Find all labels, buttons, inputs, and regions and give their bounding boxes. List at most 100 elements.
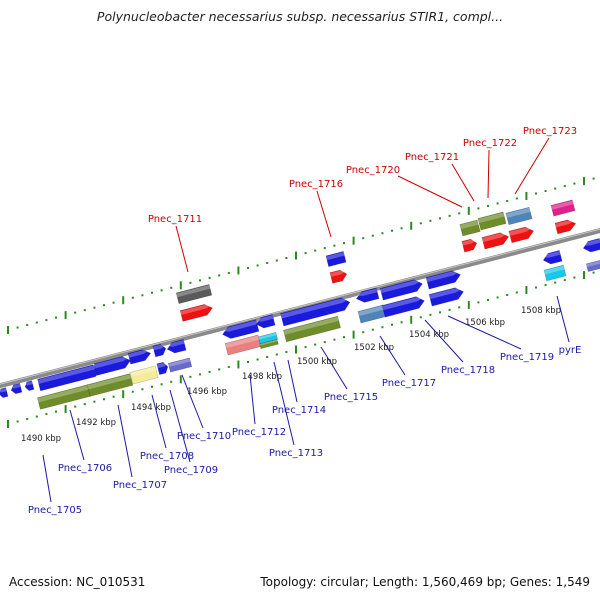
- gene-reverse: [0, 387, 9, 398]
- lower-track-dot: [429, 313, 432, 316]
- lower-track-dot: [419, 316, 422, 319]
- lower-track-dot: [170, 380, 173, 383]
- upper-track-dot: [515, 197, 518, 200]
- gene-label-pnec-1723: Pnec_1723: [523, 126, 577, 137]
- gene-block-shine: [225, 335, 260, 349]
- lower-track-dot: [343, 336, 345, 339]
- gene-block-shine: [283, 316, 339, 335]
- upper-track-dot: [170, 286, 173, 289]
- lower-track-dot: [400, 321, 403, 324]
- gene-block: [543, 264, 567, 282]
- callout-pnec-1715: [320, 346, 348, 390]
- gene-features: [0, 199, 600, 410]
- upper-track-dot: [429, 219, 432, 222]
- gene-reverse-shine: [582, 238, 600, 246]
- lower-track-dot: [35, 415, 38, 418]
- lower-track-dot: [227, 365, 230, 368]
- coord-label-1496: 1496 kbp: [187, 387, 227, 397]
- genome-summary-text: Topology: circular; Length: 1,560,469 bp…: [260, 575, 590, 589]
- gene-reverse-shine: [166, 339, 185, 347]
- upper-track-dot: [247, 266, 249, 269]
- coord-label-1498: 1498 kbp: [242, 372, 282, 382]
- upper-track-dot: [592, 177, 595, 180]
- lower-track-dot: [26, 418, 29, 421]
- gene-label-pnec-1721: Pnec_1721: [405, 152, 459, 163]
- upper-track-dot: [314, 249, 317, 252]
- gene-label-pnec-1718: Pnec_1718: [441, 365, 495, 376]
- upper-track-dot: [83, 309, 86, 312]
- lower-track-dot: [362, 331, 365, 334]
- upper-track-dot: [103, 304, 105, 307]
- coord-label-1492: 1492 kbp: [76, 418, 116, 428]
- gene-label-pnec-1710: Pnec_1710: [177, 431, 231, 442]
- gene-forward: [381, 296, 425, 318]
- upper-track-dot: [448, 214, 451, 217]
- gene-label-pnec-1708: Pnec_1708: [140, 451, 194, 462]
- lower-track-dot: [573, 276, 576, 279]
- lower-tick-track: [7, 271, 595, 428]
- genome-backbone-highlight: [0, 228, 600, 385]
- lower-track-dot: [333, 338, 336, 341]
- callout-pnec-1716: [316, 190, 332, 238]
- upper-track-dot: [16, 326, 19, 329]
- gene-block: [283, 315, 341, 343]
- coord-label-1494: 1494 kbp: [131, 403, 171, 413]
- upper-track-dot: [487, 204, 489, 207]
- gene-block: [129, 365, 159, 385]
- lower-track-dot: [535, 286, 537, 289]
- gene-label-pyre: pyrE: [559, 345, 582, 356]
- gene-label-pnec-1711: Pnec_1711: [148, 214, 202, 225]
- lower-track-dot: [439, 311, 441, 314]
- gene-label-pnec-1714: Pnec_1714: [272, 405, 326, 416]
- callout-pnec-1720: [397, 175, 463, 208]
- upper-track-dot: [93, 306, 96, 309]
- upper-track-dot: [151, 291, 153, 294]
- gene-reverse-shine: [542, 250, 561, 258]
- gene-block: [325, 251, 347, 267]
- genome-backbone: [0, 228, 600, 389]
- lower-track-dot: [458, 306, 461, 309]
- lower-track-dot: [563, 279, 566, 282]
- gene-reverse-shine: [10, 383, 21, 389]
- coord-label-1490: 1490 kbp: [21, 434, 61, 444]
- gene-forward: [152, 343, 167, 358]
- lower-track-dot: [487, 298, 489, 301]
- callout-pnec-1714: [287, 359, 298, 403]
- upper-track-dot: [189, 281, 192, 284]
- gene-forward: [481, 232, 510, 250]
- gene-forward: [93, 356, 131, 376]
- lower-track-dot: [592, 271, 595, 274]
- upper-track-dot: [45, 319, 48, 322]
- upper-track-dot: [496, 202, 499, 205]
- gene-forward: [425, 270, 461, 290]
- gene-forward: [379, 279, 423, 301]
- callout-pnec-1712: [249, 374, 256, 425]
- gene-block-shine: [258, 332, 277, 340]
- lower-track-dot: [496, 296, 499, 299]
- lower-track-dot: [275, 353, 278, 356]
- upper-track-dot: [74, 311, 77, 314]
- gene-label-pnec-1715: Pnec_1715: [324, 392, 378, 403]
- gene-reverse-shine: [0, 388, 7, 393]
- lower-track-dot: [151, 385, 153, 388]
- callout-pnec-1709: [169, 389, 191, 463]
- gene-block-shine: [358, 305, 385, 317]
- gene-block-shine: [37, 385, 89, 403]
- callout-pnec-1719: [447, 315, 522, 350]
- lower-track-dot: [103, 398, 105, 401]
- upper-track-dot: [160, 289, 163, 292]
- lower-track-dot: [208, 370, 211, 373]
- gene-forward: [156, 361, 169, 375]
- upper-track-dot: [554, 187, 557, 190]
- upper-track-dot: [477, 207, 480, 210]
- gene-forward: [127, 349, 152, 365]
- gene-block-shine: [259, 339, 278, 346]
- gene-forward-shine: [426, 271, 460, 283]
- gene-forward-shine: [156, 362, 168, 369]
- upper-track-dot: [400, 227, 403, 230]
- gene-reverse: [542, 250, 563, 265]
- upper-track-dot: [256, 264, 259, 267]
- gene-reverse: [355, 287, 380, 303]
